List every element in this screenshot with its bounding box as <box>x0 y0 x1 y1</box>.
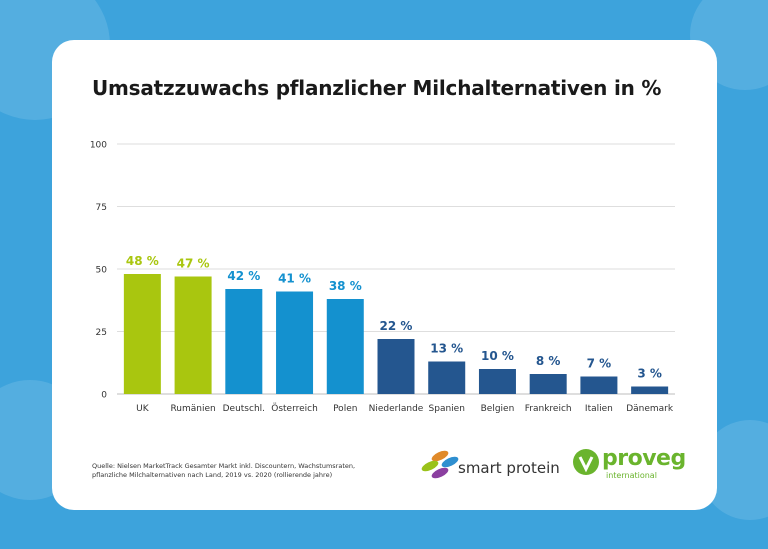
data-label: 8 % <box>536 354 561 368</box>
x-tick-label: Polen <box>333 404 357 414</box>
data-label: 41 % <box>278 272 311 286</box>
proveg-logo: proveg international <box>572 446 686 484</box>
proveg-logo-subtext: international <box>606 471 657 480</box>
y-tick-label: 50 <box>96 266 108 276</box>
x-tick-label: Belgien <box>481 404 515 414</box>
y-tick-label: 25 <box>96 328 107 338</box>
data-label: 13 % <box>430 342 463 356</box>
bar <box>225 289 263 394</box>
bar-chart: 0 25 50 75 100 48 % UK 47 % Rumänien 42 % Deutschl… <box>90 141 675 414</box>
bar <box>529 374 567 394</box>
bar <box>580 376 618 394</box>
smart-protein-logo-icon <box>421 450 459 479</box>
source-note: Quelle: Nielsen MarketTrack Gesamter Mar… <box>92 462 356 479</box>
chart-title: Umsatzzuwachs pflanzlicher Milchalternat… <box>92 76 662 100</box>
data-label: 22 % <box>380 319 413 333</box>
bar <box>428 361 466 394</box>
x-tick-label: Spanien <box>429 404 465 414</box>
data-label: 42 % <box>227 269 260 283</box>
x-tick-label: Frankreich <box>525 404 572 414</box>
bar <box>123 274 161 394</box>
data-label: 47 % <box>177 257 210 271</box>
bar <box>478 369 516 394</box>
data-label: 10 % <box>481 349 514 363</box>
bar <box>174 276 212 394</box>
x-tick-label: Rumänien <box>170 404 215 414</box>
data-label: 48 % <box>126 254 159 268</box>
x-tick-label: Niederlande <box>369 404 424 414</box>
x-tick-label: UK <box>136 404 150 414</box>
data-label: 38 % <box>329 279 362 293</box>
x-tick-label: Dänemark <box>626 404 674 414</box>
y-tick-label: 100 <box>90 141 107 151</box>
bar <box>326 299 364 394</box>
x-tick-label: Deutschl. <box>223 404 265 414</box>
data-label: 3 % <box>637 367 662 381</box>
bar <box>377 339 415 394</box>
y-tick-label: 75 <box>96 203 107 213</box>
smart-protein-logo: smart protein <box>420 448 560 482</box>
y-tick-label: 0 <box>101 391 107 401</box>
proveg-logo-text: proveg <box>602 446 686 471</box>
bar <box>631 386 669 394</box>
x-tick-label: Italien <box>585 404 613 414</box>
proveg-logo-icon <box>573 449 599 475</box>
x-tick-label: Österreich <box>271 403 318 414</box>
bar <box>276 291 314 394</box>
chart-card: Umsatzzuwachs pflanzlicher Milchalternat… <box>52 40 717 510</box>
smart-protein-logo-text: smart protein <box>458 459 560 477</box>
data-label: 7 % <box>587 357 612 371</box>
